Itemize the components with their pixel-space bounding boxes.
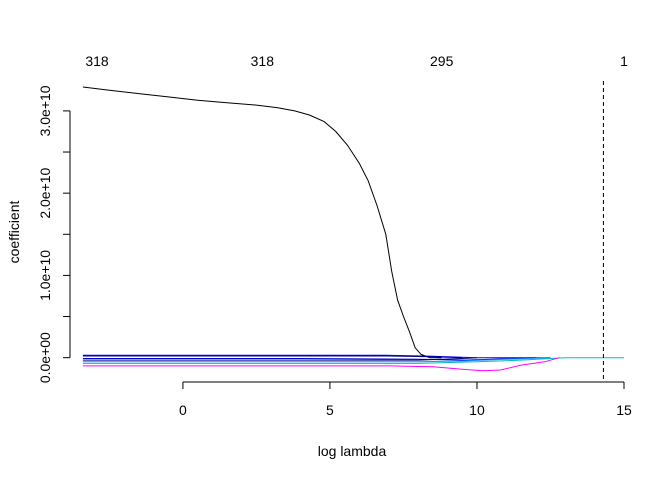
y-tick-label-1: 1.0e+10 [37, 250, 53, 301]
x-tick-label-0: 0 [179, 402, 187, 418]
x-tick-label-2: 10 [469, 402, 485, 418]
y-tick-label-0: 0.0e+00 [37, 332, 53, 383]
series-line-8 [82, 357, 560, 372]
x-axis-title: log lambda [318, 443, 387, 459]
top-axis-label-1: 318 [251, 53, 275, 69]
y-axis-title: coefficient [6, 200, 22, 263]
plot-series-group [82, 81, 624, 380]
series-line-6 [82, 357, 551, 363]
series-line-1 [82, 86, 442, 359]
y-tick-label-3: 3.0e+10 [37, 85, 53, 136]
series-line-3 [82, 355, 463, 359]
top-axis-label-3: 1 [620, 53, 628, 69]
x-tick-label-3: 15 [616, 402, 632, 418]
top-axis-degrees-of-freedom: 318 318 295 1 [85, 53, 628, 69]
x-tick-label-1: 5 [326, 402, 334, 418]
y-tick-label-2: 2.0e+10 [37, 167, 53, 218]
series-line-5 [82, 357, 478, 361]
y-axis: 0.0e+00 1.0e+10 2.0e+10 3.0e+10 [37, 85, 71, 383]
series-line-7 [82, 357, 624, 364]
x-axis: 0 5 10 15 [179, 381, 632, 418]
top-axis-label-2: 295 [430, 53, 454, 69]
top-axis-label-0: 318 [85, 53, 109, 69]
